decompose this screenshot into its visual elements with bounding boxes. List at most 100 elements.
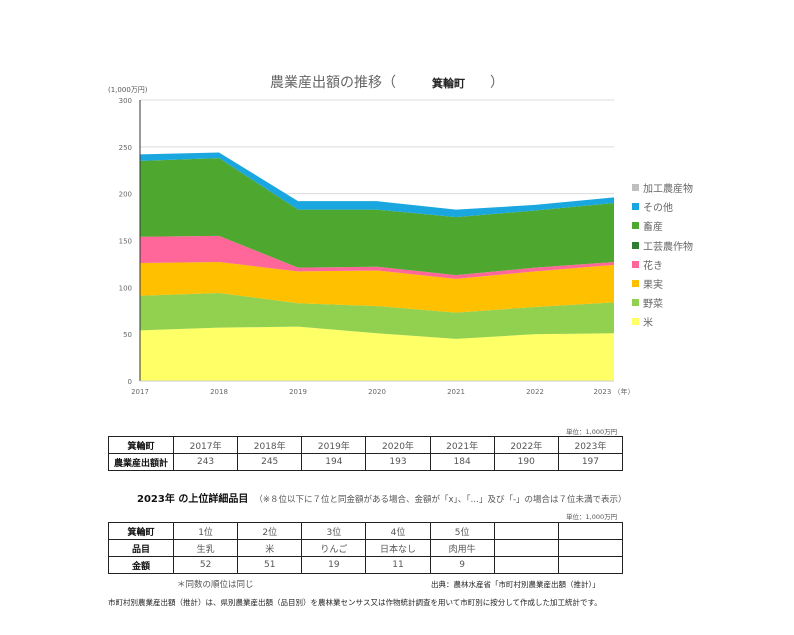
table-header-year: 2023年 [557, 436, 624, 454]
table-row: 農業産出額計 243 245 194 193 184 190 197 [108, 453, 624, 471]
table-row: 箕輪町 2017年 2018年 2019年 2020年 2021年 2022年 … [108, 436, 624, 454]
table-cell: 193 [365, 453, 431, 471]
table-cell: 184 [429, 453, 495, 471]
table-cell: 194 [301, 453, 367, 471]
footnote: 市町村別農業産出額（推計）は、県別農業産出額（品目別）を農林業センサス又は作物統… [108, 598, 602, 607]
y-tick-label: 250 [119, 144, 132, 152]
y-tick-label: 150 [119, 238, 132, 246]
table-cell-item: りんご [301, 539, 367, 557]
y-axis-unit: (1,000万円) [108, 86, 148, 94]
y-tick-label: 0 [128, 378, 132, 386]
area-series [140, 158, 614, 276]
legend-item-other: その他 [632, 197, 693, 216]
table-cell-amount: 9 [429, 556, 495, 574]
legend-item-livestock: 畜産 [632, 216, 693, 235]
table-row-label: 農業産出額計 [108, 453, 174, 471]
x-tick-label: 2021 [447, 388, 465, 396]
table-row: 金額 52 51 19 11 9 [108, 556, 624, 574]
table-cell-rank [493, 522, 559, 540]
table-cell-amount: 11 [365, 556, 431, 574]
top-items-title: 2023年 の上位詳細品目 （※８位以下に７位と同金額がある場合、金額が「x」、「… [137, 494, 627, 505]
y-tick-label: 50 [123, 331, 132, 339]
legend-item-rice: 米 [632, 312, 693, 331]
legend-swatch-icon [632, 299, 639, 307]
legend-swatch-icon [632, 260, 639, 268]
table-cell-amount: 52 [172, 556, 239, 574]
table-cell-item [557, 539, 624, 557]
table-header-town: 箕輪町 [108, 436, 174, 454]
source-citation: 出典：農林水産省「市町村別農業産出額（推計）」 [431, 580, 600, 589]
x-tick-label: 2018 [210, 388, 228, 396]
top-items-note: （※８位以下に７位と同金額がある場合、金額が「x」、「…」及び「-」の場合は７位… [254, 495, 627, 505]
table-header-town: 箕輪町 [108, 522, 174, 540]
table-cell-item: 米 [237, 539, 303, 557]
legend-item-flowers: 花き [632, 255, 693, 274]
legend-item-industrial-crops: 工芸農作物 [632, 236, 693, 255]
totals-table: 箕輪町 2017年 2018年 2019年 2020年 2021年 2022年 … [108, 436, 624, 471]
table-cell-amount: 19 [301, 556, 367, 574]
table-row: 品目 生乳 米 りんご 日本なし 肉用牛 [108, 539, 624, 557]
legend-swatch-icon [632, 241, 639, 249]
chart-title: 農業産出額の推移（ 箕輪町 ） [270, 72, 504, 92]
x-tick-label: 2017 [131, 388, 149, 396]
table-header-year: 2022年 [493, 436, 559, 454]
stacked-areas [140, 152, 614, 381]
area-series [140, 152, 614, 218]
legend-swatch-icon [632, 203, 639, 211]
table-cell-rank: 2位 [237, 522, 303, 540]
totals-unit-note: 単位：1,000万円 [566, 428, 618, 436]
area-series [140, 262, 614, 313]
table-header-year: 2019年 [301, 436, 367, 454]
table-cell-rank: 1位 [172, 522, 239, 540]
table-cell-item: 肉用牛 [429, 539, 495, 557]
area-series [140, 235, 614, 279]
x-tick-label: 2022 [526, 388, 544, 396]
y-tick-label: 100 [119, 284, 132, 292]
table-cell-rank: 4位 [365, 522, 431, 540]
table-cell-rank [557, 522, 624, 540]
same-rank-note: ＊同数の順位は同じ [177, 580, 254, 590]
table-header-year: 2017年 [172, 436, 239, 454]
legend-item-processed: 加工農産物 [632, 178, 693, 197]
table-header-year: 2020年 [365, 436, 431, 454]
top-items-unit-note: 単位：1,000万円 [566, 513, 618, 521]
x-tick-label: 2020 [368, 388, 386, 396]
table-cell: 197 [557, 453, 624, 471]
table-row-label: 金額 [108, 556, 174, 574]
table-cell-amount: 51 [237, 556, 303, 574]
x-tick-label: 2019 [289, 388, 307, 396]
top-items-table: 箕輪町 1位 2位 3位 4位 5位 品目 生乳 米 りんご 日本なし 肉用牛 … [108, 522, 624, 574]
table-cell-item [493, 539, 559, 557]
legend-swatch-icon [632, 280, 639, 288]
y-tick-label: 200 [119, 191, 132, 199]
table-cell-item: 生乳 [172, 539, 239, 557]
table-cell: 190 [493, 453, 559, 471]
area-series [140, 326, 614, 381]
legend-item-fruit: 果実 [632, 274, 693, 293]
chart-title-town: 箕輪町 [432, 77, 465, 90]
table-cell: 245 [237, 453, 303, 471]
table-cell-rank: 5位 [429, 522, 495, 540]
table-header-year: 2018年 [237, 436, 303, 454]
legend-swatch-icon [632, 318, 639, 326]
table-header-year: 2021年 [429, 436, 495, 454]
table-cell-rank: 3位 [301, 522, 367, 540]
table-cell-item: 日本なし [365, 539, 431, 557]
legend-item-vegetables: 野菜 [632, 293, 693, 312]
table-row: 箕輪町 1位 2位 3位 4位 5位 [108, 522, 624, 540]
table-cell-amount [493, 556, 559, 574]
legend-swatch-icon [632, 222, 639, 230]
y-axis-ticks: 0 50 100 150 200 250 300 [119, 97, 132, 386]
x-axis-ticks: 2017 2018 2019 2020 2021 2022 2023 （年） [131, 387, 634, 396]
chart-title-suffix: ） [490, 75, 504, 91]
y-tick-label: 300 [119, 97, 132, 105]
chart-title-prefix: 農業産出額の推移（ [270, 75, 396, 91]
table-cell: 243 [172, 453, 239, 471]
table-cell-amount [557, 556, 624, 574]
chart-legend: 加工農産物 その他 畜産 工芸農作物 花き 果実 野菜 米 [632, 178, 693, 332]
area-series [140, 292, 614, 339]
legend-swatch-icon [632, 184, 639, 192]
x-tick-label: 2023 （年） [593, 387, 634, 396]
table-row-label: 品目 [108, 539, 174, 557]
